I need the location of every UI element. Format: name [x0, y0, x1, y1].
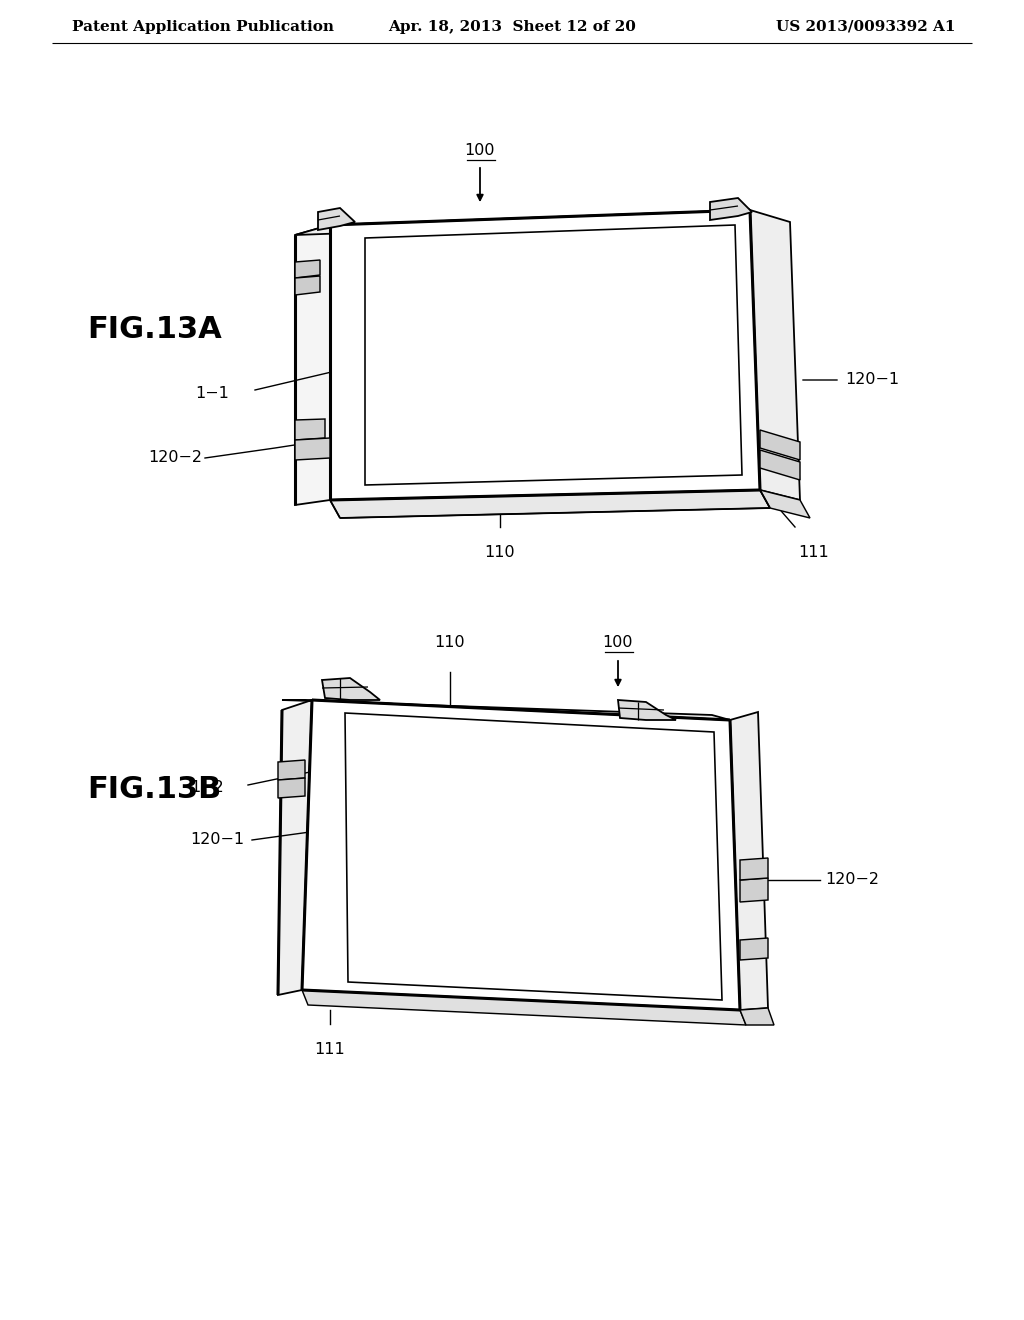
Polygon shape — [365, 224, 742, 484]
Text: US 2013/0093392 A1: US 2013/0093392 A1 — [775, 20, 955, 34]
Polygon shape — [295, 210, 750, 235]
Polygon shape — [295, 224, 330, 506]
Polygon shape — [295, 418, 325, 440]
Polygon shape — [740, 1008, 774, 1026]
Text: 120−1: 120−1 — [845, 372, 899, 388]
Polygon shape — [618, 700, 676, 719]
Polygon shape — [322, 678, 380, 700]
Text: 120−2: 120−2 — [825, 873, 879, 887]
Polygon shape — [330, 490, 770, 517]
Polygon shape — [282, 700, 730, 719]
Polygon shape — [760, 490, 810, 517]
Polygon shape — [278, 700, 312, 995]
Polygon shape — [750, 210, 800, 500]
Polygon shape — [278, 760, 305, 780]
Text: 110: 110 — [434, 635, 465, 649]
Polygon shape — [760, 430, 800, 459]
Polygon shape — [345, 713, 722, 1001]
Text: 110: 110 — [484, 545, 515, 560]
Polygon shape — [302, 700, 740, 1010]
Text: 111: 111 — [314, 1041, 345, 1057]
Text: 1−1: 1−1 — [195, 385, 229, 400]
Text: 120−2: 120−2 — [148, 450, 202, 466]
Polygon shape — [710, 198, 752, 220]
Polygon shape — [302, 990, 746, 1026]
Text: 100: 100 — [603, 635, 633, 649]
Polygon shape — [295, 260, 319, 279]
Text: 111: 111 — [798, 545, 828, 560]
Text: 100: 100 — [465, 143, 496, 158]
Polygon shape — [740, 939, 768, 960]
Polygon shape — [318, 209, 355, 230]
Text: 1−2: 1−2 — [190, 780, 224, 796]
Polygon shape — [330, 210, 760, 500]
Polygon shape — [278, 777, 305, 799]
Polygon shape — [295, 438, 330, 459]
Text: 120−1: 120−1 — [190, 833, 244, 847]
Text: FIG.13B: FIG.13B — [87, 776, 221, 804]
Polygon shape — [740, 858, 768, 880]
Polygon shape — [760, 450, 800, 480]
Text: Patent Application Publication: Patent Application Publication — [72, 20, 334, 34]
Polygon shape — [740, 878, 768, 902]
Text: FIG.13A: FIG.13A — [87, 315, 222, 345]
Polygon shape — [295, 276, 319, 294]
Text: Apr. 18, 2013  Sheet 12 of 20: Apr. 18, 2013 Sheet 12 of 20 — [388, 20, 636, 34]
Polygon shape — [730, 711, 768, 1010]
